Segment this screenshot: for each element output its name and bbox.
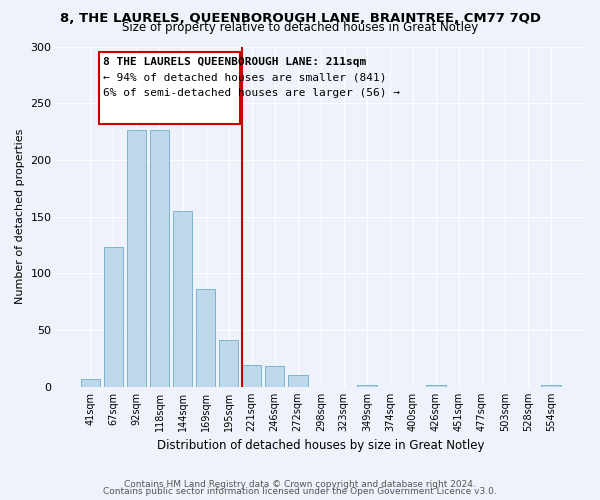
- Text: Size of property relative to detached houses in Great Notley: Size of property relative to detached ho…: [122, 22, 478, 35]
- Bar: [426, 384, 446, 387]
- Text: ← 94% of detached houses are smaller (841): ← 94% of detached houses are smaller (84…: [103, 72, 386, 83]
- Text: Contains public sector information licensed under the Open Government Licence v3: Contains public sector information licen…: [103, 487, 497, 496]
- Bar: [149, 130, 169, 387]
- Text: 8 THE LAURELS QUEENBOROUGH LANE: 211sqm: 8 THE LAURELS QUEENBOROUGH LANE: 211sqm: [103, 56, 366, 66]
- Bar: [127, 130, 146, 387]
- Text: 8, THE LAURELS, QUEENBOROUGH LANE, BRAINTREE, CM77 7QD: 8, THE LAURELS, QUEENBOROUGH LANE, BRAIN…: [59, 12, 541, 24]
- Y-axis label: Number of detached properties: Number of detached properties: [15, 129, 25, 304]
- Bar: [173, 211, 193, 387]
- Bar: [196, 290, 215, 387]
- Text: 6% of semi-detached houses are larger (56) →: 6% of semi-detached houses are larger (5…: [103, 88, 400, 99]
- Bar: [288, 376, 308, 387]
- FancyBboxPatch shape: [99, 52, 240, 124]
- Bar: [541, 384, 561, 387]
- Bar: [219, 340, 238, 387]
- Bar: [80, 379, 100, 387]
- Bar: [104, 248, 123, 387]
- Text: Contains HM Land Registry data © Crown copyright and database right 2024.: Contains HM Land Registry data © Crown c…: [124, 480, 476, 489]
- Bar: [242, 366, 262, 387]
- X-axis label: Distribution of detached houses by size in Great Notley: Distribution of detached houses by size …: [157, 440, 485, 452]
- Bar: [265, 366, 284, 387]
- Bar: [357, 384, 377, 387]
